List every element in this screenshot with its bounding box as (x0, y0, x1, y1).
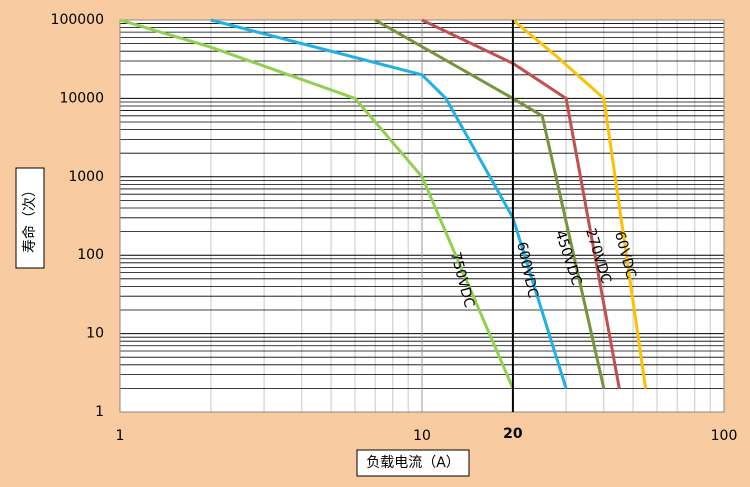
x-tick-label: 100 (711, 428, 738, 444)
y-tick-label: 10000 (59, 90, 104, 106)
x-tick-label: 10 (413, 428, 431, 444)
y-tick-label: 100000 (51, 12, 104, 28)
series-line (119, 18, 515, 389)
y-tick-label: 1000 (68, 169, 104, 185)
x-tick-label: 1 (116, 428, 125, 444)
x-axis-title: 负载电流（A） (366, 455, 460, 471)
series-line (374, 18, 606, 389)
series-line (511, 18, 648, 389)
x-title-box (356, 449, 470, 477)
y-title-box (15, 167, 45, 269)
series-line (210, 18, 568, 389)
series-line (421, 18, 621, 389)
y-tick-label: 10 (86, 326, 104, 342)
reference-label: 20 (503, 426, 523, 442)
y-axis-title: 寿命（次） (21, 183, 38, 253)
y-tick-label: 1 (95, 404, 104, 420)
y-tick-label: 100 (77, 247, 104, 263)
